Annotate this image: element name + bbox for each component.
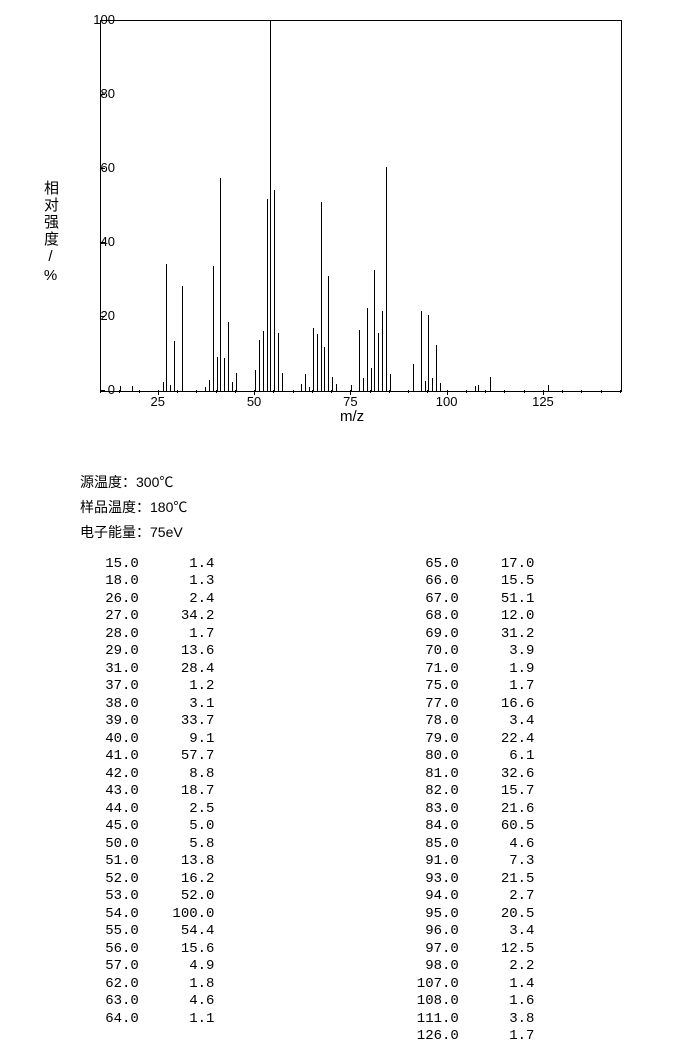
spectrum-peak — [263, 331, 264, 391]
spectrum-peak — [386, 167, 387, 391]
spectrum-peak — [255, 370, 256, 391]
spectrum-peak — [301, 384, 302, 391]
spectrum-peak — [132, 386, 133, 391]
spectrum-peak — [274, 190, 275, 391]
spectrum-peak — [267, 199, 268, 391]
spectrum-peak — [236, 373, 237, 392]
electron-energy: 电子能量：75eV — [80, 520, 680, 545]
spectrum-peak — [209, 380, 210, 391]
peak-table: 15.0 1.4 18.0 1.3 26.0 2.4 27.0 34.2 28.… — [0, 556, 680, 1046]
y-tick-label: 20 — [75, 308, 115, 323]
spectrum-peak — [421, 311, 422, 391]
spectrum-peak — [259, 340, 260, 391]
y-axis-label: 相对强度/% — [40, 180, 61, 286]
spectrum-peak — [390, 374, 391, 391]
spectrum-peak — [363, 378, 364, 391]
spectrum-peak — [163, 382, 164, 391]
spectrum-peak — [425, 381, 426, 391]
y-tick-label: 100 — [75, 12, 115, 27]
spectrum-peak — [220, 178, 221, 391]
spectrum-peak — [282, 373, 283, 391]
x-axis-label: m/z — [340, 408, 364, 425]
spectrum-peak — [321, 202, 322, 391]
spectrum-peak — [490, 377, 491, 391]
spectrum-peak — [374, 270, 375, 391]
peak-table-left: 15.0 1.4 18.0 1.3 26.0 2.4 27.0 34.2 28.… — [80, 556, 280, 1046]
source-temp: 源温度：300℃ — [80, 470, 680, 495]
spectrum-peak — [371, 368, 372, 391]
y-tick-label: 80 — [75, 86, 115, 101]
spectrum-peak — [378, 333, 379, 391]
spectrum-peak — [228, 322, 229, 391]
spectrum-peak — [367, 308, 368, 391]
spectrum-peak — [270, 21, 271, 391]
spectrum-peak — [278, 333, 279, 391]
spectrum-peak — [182, 286, 183, 391]
x-tick-label: 25 — [151, 394, 165, 409]
plot-area — [100, 20, 622, 392]
spectrum-peak — [413, 364, 414, 391]
spectrum-peak — [317, 334, 318, 391]
spectrum-peak — [432, 378, 433, 391]
spectrum-peak — [328, 276, 329, 391]
spectrum-peak — [332, 377, 333, 391]
spectrum-peak — [166, 264, 167, 391]
spectrum-peak — [478, 385, 479, 391]
spectrum-peak — [120, 386, 121, 391]
spectrum-peak — [174, 341, 175, 391]
spectrum-peak — [382, 311, 383, 391]
spectrum-peak — [351, 385, 352, 391]
spectrum-peak — [224, 358, 225, 391]
x-tick-label: 50 — [247, 394, 261, 409]
mass-spectrum-chart: 相对强度/% m/z 0 20 40 60 80 100 25 50 75 100 125 — [40, 10, 640, 430]
spectrum-peak — [336, 384, 337, 391]
x-tick-label: 100 — [436, 394, 458, 409]
spectrum-peak — [205, 387, 206, 391]
spectrum-peak — [213, 266, 214, 391]
spectrum-peak — [217, 357, 218, 391]
x-tick-label: 75 — [343, 394, 357, 409]
peak-table-right: 65.0 17.0 66.0 15.5 67.0 51.1 68.0 12.0 … — [400, 556, 600, 1046]
spectrum-peak — [428, 315, 429, 391]
sample-temp: 样品温度：180℃ — [80, 495, 680, 520]
y-tick-label: 0 — [75, 382, 115, 397]
spectrum-peak — [359, 330, 360, 391]
spectrum-peak — [548, 385, 549, 391]
spectrum-peak — [440, 383, 441, 391]
spectrum-peak — [232, 382, 233, 391]
spectrum-peak — [324, 347, 325, 391]
metadata-block: 源温度：300℃ 样品温度：180℃ 电子能量：75eV — [80, 470, 680, 546]
spectrum-peak — [170, 385, 171, 391]
spectrum-peak — [475, 386, 476, 391]
spectrum-peak — [436, 345, 437, 391]
spectrum-peak — [313, 328, 314, 391]
spectrum-peak — [305, 374, 306, 391]
spectrum-peak — [309, 387, 310, 391]
x-tick-label: 125 — [532, 394, 554, 409]
y-tick-label: 60 — [75, 160, 115, 175]
y-tick-label: 40 — [75, 234, 115, 249]
